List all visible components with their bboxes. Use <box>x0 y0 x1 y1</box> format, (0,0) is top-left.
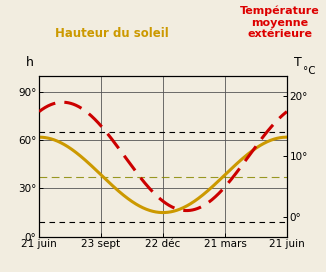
Text: °C: °C <box>303 66 316 76</box>
Text: T: T <box>294 56 302 69</box>
Text: Température
moyenne
extérieure: Température moyenne extérieure <box>240 5 319 39</box>
Text: h: h <box>25 56 33 69</box>
Text: Hauteur du soleil: Hauteur du soleil <box>55 27 169 40</box>
